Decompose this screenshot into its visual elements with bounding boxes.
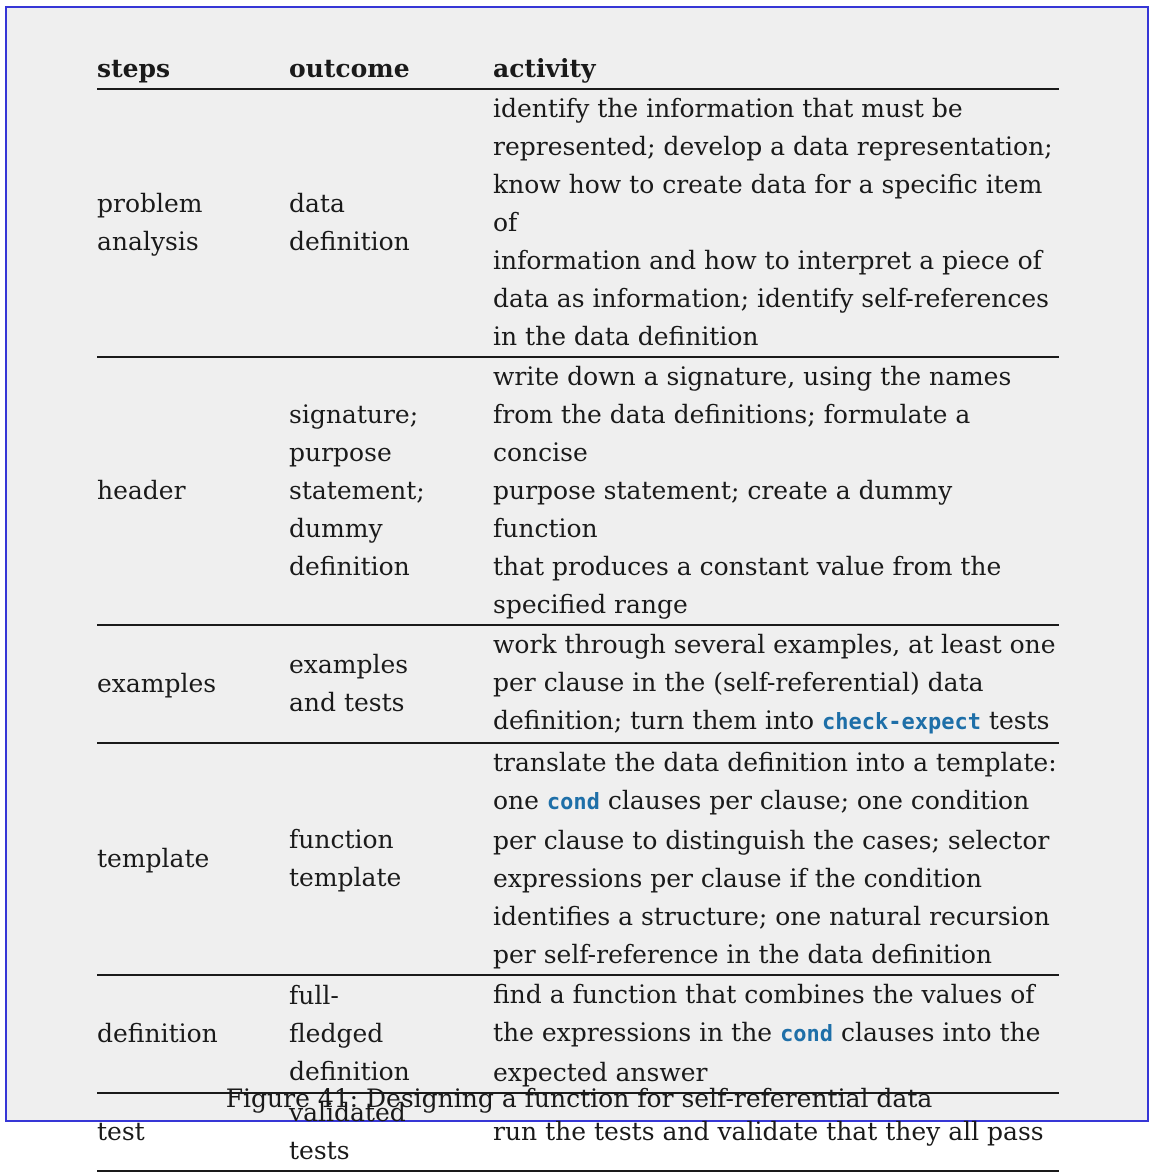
- step-text: examples: [97, 669, 217, 698]
- activity-cell: identify the information that must be re…: [493, 89, 1059, 358]
- activity-text: definition; turn them into: [493, 706, 823, 735]
- activity-line: in the data definition: [493, 322, 759, 351]
- header-activity: activity: [493, 50, 1059, 90]
- step-text: header: [97, 476, 186, 505]
- table-header-row: steps outcome activity: [97, 50, 1059, 90]
- activity-line: represented; develop a data representati…: [493, 132, 1053, 161]
- activity-line: from the data definitions; formulate a c…: [493, 400, 971, 467]
- outcome-text: and tests: [289, 688, 405, 717]
- activity-text: one: [493, 786, 547, 815]
- activity-line: per clause in the (self-referential) dat…: [493, 668, 984, 697]
- activity-line: the expressions in the cond clauses into…: [493, 1014, 1059, 1054]
- activity-line: that produces a constant value from the: [493, 552, 1002, 581]
- outcome-text: tests: [289, 1136, 350, 1165]
- outcome-text: dummy: [289, 514, 383, 543]
- activity-line: data as information; identify self-refer…: [493, 284, 1049, 313]
- step-cell: template: [97, 743, 289, 976]
- activity-line: identifies a structure; one natural recu…: [493, 902, 1050, 931]
- outcome-cell: function template: [289, 743, 493, 976]
- step-cell: header: [97, 357, 289, 626]
- code-keyword: check-expect: [822, 710, 981, 735]
- table-row: template function template translate the…: [97, 743, 1059, 976]
- step-text: test: [97, 1117, 145, 1146]
- activity-line: purpose statement; create a dummy functi…: [493, 476, 953, 543]
- figure-frame: steps outcome activity problem analysis …: [5, 6, 1149, 1172]
- outcome-text: statement;: [289, 476, 425, 505]
- step-text: definition: [97, 1019, 218, 1048]
- activity-line: work through several examples, at least …: [493, 630, 1056, 659]
- activity-line: per clause to distinguish the cases; sel…: [493, 826, 1050, 855]
- activity-cell: write down a signature, using the names …: [493, 357, 1059, 626]
- code-keyword: cond: [780, 1022, 834, 1047]
- activity-line: specified range: [493, 590, 688, 619]
- outcome-text: purpose: [289, 438, 392, 467]
- activity-line: run the tests and validate that they all…: [493, 1117, 1044, 1146]
- table-row: problem analysis data definition identif…: [97, 89, 1059, 358]
- activity-line: identify the information that must be: [493, 94, 963, 123]
- outcome-text: validated: [289, 1098, 406, 1127]
- outcome-text: function: [289, 825, 394, 854]
- step-cell: examples: [97, 625, 289, 744]
- activity-text: the expressions in the: [493, 1018, 781, 1047]
- activity-line: one cond clauses per clause; one conditi…: [493, 782, 1059, 822]
- activity-cell: work through several examples, at least …: [493, 625, 1059, 744]
- activity-line: translate the data definition into a tem…: [493, 748, 1057, 777]
- activity-line: information and how to interpret a piece…: [493, 246, 1042, 275]
- outcome-text: template: [289, 863, 402, 892]
- table-row: definition full- fledged definition find…: [97, 975, 1059, 1094]
- step-text: template: [97, 844, 210, 873]
- outcome-text: definition: [289, 227, 410, 256]
- table-row: examples examples and tests work through…: [97, 625, 1059, 744]
- figure-caption: Figure 41: Designing a function for self…: [225, 1084, 933, 1113]
- outcome-cell: data definition: [289, 89, 493, 358]
- outcome-text: examples: [289, 650, 409, 679]
- activity-line: find a function that combines the values…: [493, 980, 1035, 1009]
- code-keyword: cond: [546, 790, 600, 815]
- activity-line: know how to create data for a specific i…: [493, 170, 1043, 237]
- outcome-text: full-: [289, 981, 339, 1010]
- activity-line: expressions per clause if the condition: [493, 864, 982, 893]
- outcome-cell: examples and tests: [289, 625, 493, 744]
- activity-cell: find a function that combines the values…: [493, 975, 1059, 1094]
- outcome-cell: signature; purpose statement; dummy defi…: [289, 357, 493, 626]
- activity-cell: translate the data definition into a tem…: [493, 743, 1059, 976]
- step-text: problem: [97, 189, 203, 218]
- header-steps: steps: [97, 50, 289, 90]
- header-outcome: outcome: [289, 50, 493, 90]
- design-recipe-table: steps outcome activity problem analysis …: [97, 50, 1059, 1172]
- step-text: analysis: [97, 227, 199, 256]
- activity-line: write down a signature, using the names: [493, 362, 1012, 391]
- activity-line: definition; turn them into check-expect …: [493, 702, 1059, 742]
- activity-text: tests: [980, 706, 1050, 735]
- outcome-cell: full- fledged definition: [289, 975, 493, 1094]
- outcome-text: data: [289, 189, 345, 218]
- outcome-text: signature;: [289, 400, 419, 429]
- activity-text: clauses per clause; one condition: [599, 786, 1030, 815]
- outcome-text: definition: [289, 1057, 410, 1086]
- outcome-text: fledged: [289, 1019, 384, 1048]
- table-row: header signature; purpose statement; dum…: [97, 357, 1059, 626]
- activity-text: clauses into the: [833, 1018, 1041, 1047]
- activity-line: expected answer: [493, 1058, 708, 1087]
- activity-line: per self-reference in the data definitio…: [493, 940, 993, 969]
- outcome-text: definition: [289, 552, 410, 581]
- step-cell: definition: [97, 975, 289, 1094]
- step-cell: problem analysis: [97, 89, 289, 358]
